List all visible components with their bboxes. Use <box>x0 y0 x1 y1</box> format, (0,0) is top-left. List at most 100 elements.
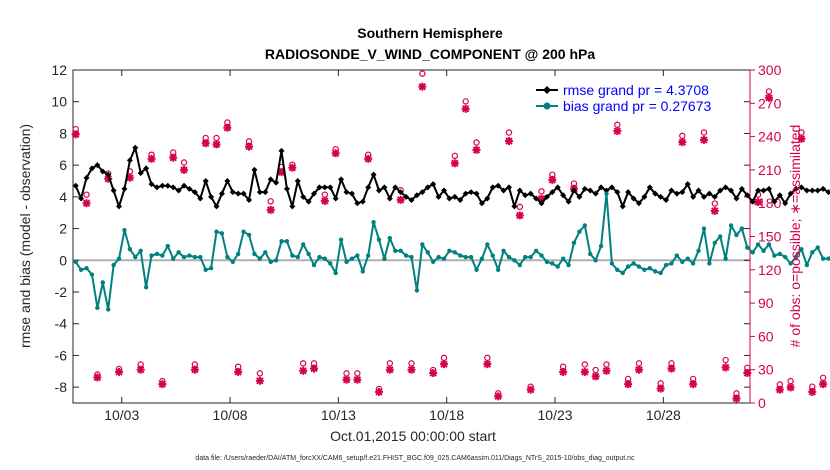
rmse-point <box>132 144 139 151</box>
bias-point <box>631 261 636 266</box>
rmse-point <box>88 165 95 172</box>
bias-point <box>485 242 490 247</box>
bias-point <box>745 245 750 250</box>
obs-assimilated-marker <box>418 82 427 91</box>
rmse-point <box>294 178 301 184</box>
obs-assimilated-marker <box>775 385 784 394</box>
obs-assimilated-stroke <box>472 146 481 154</box>
obs-assimilated-stroke <box>819 380 827 388</box>
obs-assimilated-marker <box>439 360 448 369</box>
bias-point <box>598 243 604 249</box>
rmse-point <box>311 190 318 197</box>
obs-assimilated-marker <box>754 198 763 207</box>
obs-assimilated-stroke <box>375 388 383 396</box>
obs-assimilated-marker <box>93 373 102 382</box>
y-right-tick-label: 270 <box>758 95 782 111</box>
obs-assimilated-marker <box>245 142 254 151</box>
rmse-point <box>570 187 577 194</box>
bias-point <box>447 248 452 253</box>
x-tick-label: 10/28 <box>646 407 681 423</box>
bias-point <box>95 305 100 311</box>
obs-possible-marker <box>473 139 480 146</box>
obs-assimilated-marker <box>310 364 319 373</box>
obs-assimilated-marker <box>136 365 145 374</box>
bias-point <box>669 261 674 266</box>
rmse-point <box>332 195 339 202</box>
rmse-point <box>814 187 821 194</box>
bias-point <box>165 243 170 249</box>
bias-point <box>810 250 815 255</box>
obs-possible-marker <box>505 129 513 136</box>
rmse-point <box>549 189 556 196</box>
obs-assimilated-marker <box>559 367 568 376</box>
x-axis: 10/03 10/08 10/13 10/18 10/23 10/28 <box>104 70 681 423</box>
obs-assimilated-marker <box>613 127 622 136</box>
rmse-point <box>78 195 85 202</box>
obs-assimilated-marker <box>288 163 297 172</box>
obs-assimilated-marker <box>580 367 589 376</box>
bias-point <box>528 254 533 260</box>
bias-point <box>387 235 393 241</box>
bias-point <box>252 251 257 257</box>
rmse-point <box>181 182 188 189</box>
rmse-point <box>202 178 209 184</box>
rmse-point <box>765 185 772 192</box>
obs-assimilated-marker <box>634 365 643 374</box>
rmse-point <box>381 184 388 191</box>
rmse-point <box>251 166 258 173</box>
rmse-point <box>435 193 442 200</box>
bias-point <box>170 256 176 261</box>
bias-point <box>663 262 669 268</box>
bias-point <box>463 254 468 260</box>
obs-assimilated-marker <box>461 104 470 113</box>
rmse-point <box>175 187 182 194</box>
bias-point <box>306 251 311 257</box>
obs-assimilated-stroke <box>613 127 622 135</box>
obs-assimilated-marker <box>396 195 405 204</box>
bias-point <box>235 251 241 257</box>
bias-point <box>241 229 246 234</box>
rmse-point <box>446 195 453 202</box>
rmse-point <box>235 190 242 197</box>
obs-assimilated-stroke <box>451 159 459 167</box>
obs-assimilated-marker <box>375 387 384 396</box>
obs-assimilated-stroke <box>494 392 502 401</box>
rmse-point <box>543 193 550 200</box>
rmse-point <box>554 184 561 191</box>
rmse-point <box>511 203 518 210</box>
rmse-point <box>733 195 740 202</box>
y-axis-left-label: rmse and bias (model - observation) <box>17 124 33 348</box>
obs-assimilated-stroke <box>526 385 535 394</box>
bias-point <box>122 227 127 233</box>
bias-point <box>517 262 523 268</box>
rmse-point <box>289 203 296 210</box>
obs-possible-marker <box>419 70 426 77</box>
rmse-point <box>99 168 106 175</box>
obs-assimilated-marker <box>223 123 232 132</box>
bias-point <box>393 248 398 253</box>
rmse-point <box>338 176 345 183</box>
rmse-point <box>419 189 426 196</box>
bias-point <box>696 248 701 253</box>
bias-point <box>490 253 495 258</box>
rmse-point <box>457 197 464 204</box>
obs-assimilated-marker <box>212 140 221 149</box>
y-right-tick-label: 120 <box>758 262 782 278</box>
bias-point <box>116 256 122 261</box>
bias-point <box>799 246 804 252</box>
bias-point <box>750 250 755 255</box>
rmse-point <box>170 184 177 191</box>
rmse-point <box>798 184 805 191</box>
rmse-point <box>576 193 583 200</box>
bias-point <box>566 262 571 268</box>
obs-assimilated-marker <box>364 154 373 163</box>
obs-assimilated-marker <box>515 211 524 220</box>
rmse-point <box>424 184 431 191</box>
obs-assimilated-stroke <box>808 388 816 396</box>
bias-point <box>653 269 658 274</box>
rmse-point <box>191 189 198 196</box>
obs-assimilated-marker <box>450 159 459 168</box>
y-left-tick-label: -2 <box>55 284 68 300</box>
bias-point <box>560 256 566 261</box>
